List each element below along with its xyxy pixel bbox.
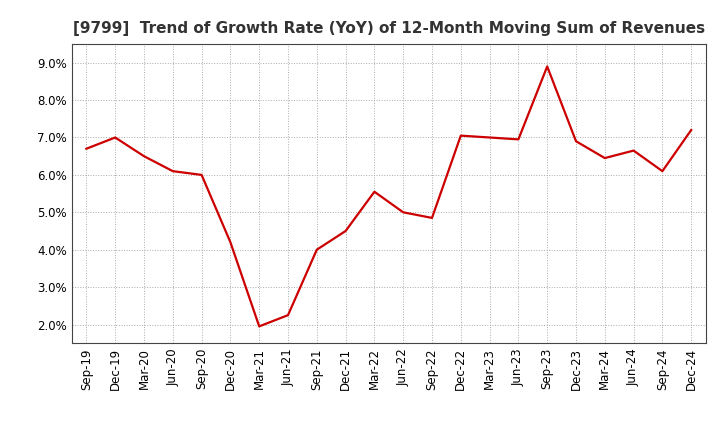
Title: [9799]  Trend of Growth Rate (YoY) of 12-Month Moving Sum of Revenues: [9799] Trend of Growth Rate (YoY) of 12-… [73, 21, 705, 36]
